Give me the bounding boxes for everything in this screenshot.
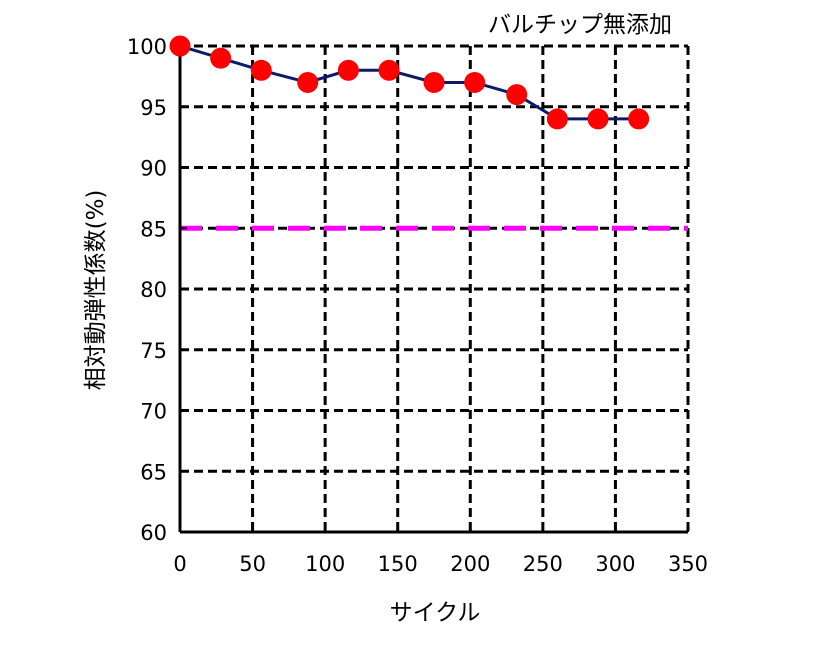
data-point-11	[628, 108, 650, 130]
x-tick-label-50: 50	[239, 552, 266, 576]
x-tick-label-250: 250	[523, 552, 563, 576]
x-tick-label-100: 100	[305, 552, 345, 576]
x-tick-label-350: 350	[668, 552, 708, 576]
data-point-4	[337, 59, 359, 81]
axes	[178, 42, 689, 534]
y-tick-label-90: 90	[140, 157, 167, 181]
y-tick-label-80: 80	[140, 278, 167, 302]
data-point-8	[506, 84, 528, 106]
x-tick-label-200: 200	[450, 552, 490, 576]
data-point-10	[587, 108, 609, 130]
y-tick-label-75: 75	[140, 339, 167, 363]
series-group	[169, 35, 650, 130]
x-tick-label-0: 0	[173, 552, 186, 576]
x-tick-label-150: 150	[378, 552, 418, 576]
data-point-9	[546, 108, 568, 130]
x-axis-title: サイクル	[390, 600, 481, 626]
tick-labels: 60 65 70 75 80 85 90 95 100 0 50 100 150 200 250 300 350	[127, 35, 708, 576]
data-point-3	[297, 71, 319, 93]
y-tick-label-85: 85	[140, 217, 167, 241]
chart-title: バルチップ無添加	[488, 12, 672, 38]
data-point-0	[169, 35, 191, 57]
data-point-7	[464, 71, 486, 93]
y-axis-title: 相対動弾性係数(%)	[83, 190, 109, 391]
data-point-5	[378, 59, 400, 81]
data-point-6	[423, 71, 445, 93]
y-tick-label-70: 70	[140, 400, 167, 424]
x-tick-label-300: 300	[595, 552, 635, 576]
y-tick-label-95: 95	[140, 96, 167, 120]
y-tick-label-60: 60	[140, 521, 167, 545]
data-point-2	[250, 59, 272, 81]
y-tick-label-65: 65	[140, 460, 167, 484]
data-point-1	[210, 47, 232, 69]
y-tick-label-100: 100	[127, 35, 167, 59]
